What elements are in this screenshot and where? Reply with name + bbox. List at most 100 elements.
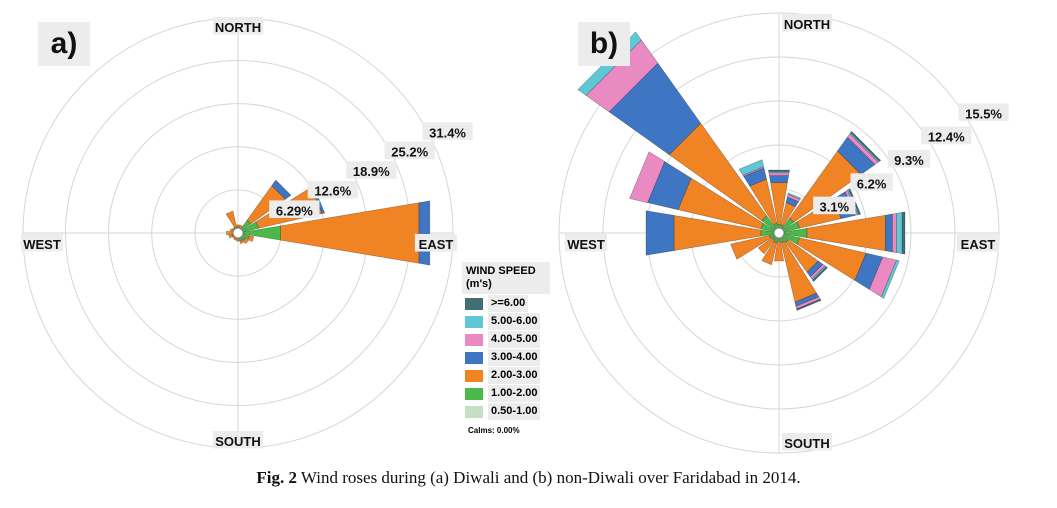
legend-item: 1.00-2.00 <box>462 385 562 402</box>
petal <box>629 151 780 234</box>
legend-item: >=6.00 <box>462 295 562 312</box>
direction-south-bg <box>781 432 833 451</box>
rose-center <box>773 227 785 239</box>
wind-rose-figure: 6.29%12.6%18.9%25.2%31.4% NORTH SOUTH EAST W… <box>20 12 1009 454</box>
petal-segment <box>730 234 771 260</box>
legend-item: 2.00-3.00 <box>462 367 562 384</box>
petal-segment <box>768 169 790 172</box>
ring-label: 9.3% <box>894 153 924 168</box>
direction-north: NORTH <box>784 17 830 32</box>
petal-segment <box>645 210 675 256</box>
legend-swatch <box>465 388 483 400</box>
petal <box>778 232 900 299</box>
legend-swatch <box>465 352 483 364</box>
petal-segment <box>242 237 250 245</box>
legend-swatch <box>465 370 483 382</box>
legend-label: 4.00-5.00 <box>488 331 541 348</box>
panel-b-label: b) <box>578 22 630 66</box>
ring-label-bg <box>307 180 359 199</box>
ring-label-bg <box>346 161 397 179</box>
figure-caption: Fig. 2 Wind roses during (a) Diwali and … <box>0 468 1057 488</box>
legend-item: 0.50-1.00 <box>462 403 562 420</box>
petal <box>778 232 822 311</box>
ring-label: 18.9% <box>353 164 390 179</box>
legend-items: >=6.00 5.00-6.00 4.00-5.00 3.00-4.00 2.00-3.… <box>462 295 562 420</box>
ring-label-bg <box>921 126 972 145</box>
petal-segment <box>225 210 237 229</box>
ring-label-bg <box>269 200 320 218</box>
petal-segment <box>885 213 893 253</box>
direction-east-bg <box>414 233 458 252</box>
direction-west: WEST <box>23 237 61 252</box>
wind-rose-panel: 3.1% 6.2% 9.3% 12.4%15.5% NORTH SOUTH EAST WEST <box>558 12 1009 454</box>
legend-calms: Calms: 0.00% <box>468 426 520 435</box>
ring-label: 12.4% <box>928 130 965 145</box>
petal-segment <box>629 151 666 204</box>
direction-west-bg <box>564 233 608 252</box>
ring-label-bg <box>887 150 931 168</box>
petal-segment <box>768 172 790 176</box>
ring-label-bg <box>422 122 473 140</box>
legend-swatch <box>465 334 483 346</box>
legend-label: 1.00-2.00 <box>488 385 541 402</box>
direction-south-bg <box>212 430 264 449</box>
ring-label: 6.29% <box>276 203 313 218</box>
direction-north: NORTH <box>215 20 261 35</box>
legend-item: 4.00-5.00 <box>462 331 562 348</box>
petal-segment <box>761 241 778 266</box>
petal-segment <box>812 266 828 282</box>
legend-swatch <box>465 298 483 310</box>
direction-north-bg <box>781 13 833 32</box>
petal-segment <box>247 235 255 243</box>
legend-swatch <box>465 406 483 418</box>
legend-label: 0.50-1.00 <box>488 403 541 420</box>
direction-south: SOUTH <box>215 434 261 449</box>
petal <box>645 210 780 256</box>
panel-a-label: a) <box>38 22 90 66</box>
wind-speed-legend: WIND SPEED (m's) >=6.00 5.00-6.00 4.00-5.0… <box>462 262 562 435</box>
legend-swatch <box>465 316 483 328</box>
legend-label: >=6.00 <box>488 295 529 312</box>
petal <box>768 169 790 234</box>
direction-west-bg <box>20 233 64 252</box>
direction-east-bg <box>956 233 1000 252</box>
direction-east: EAST <box>419 237 454 252</box>
petal-segment <box>796 298 822 311</box>
caption-prefix: Fig. 2 <box>256 468 297 487</box>
petal-segment <box>271 179 292 200</box>
petal-segment <box>850 130 882 162</box>
wind-rose-panel: 6.29%12.6%18.9%25.2%31.4% NORTH SOUTH EAST W… <box>20 16 473 449</box>
legend-label: 2.00-3.00 <box>488 367 541 384</box>
legend-item: 3.00-4.00 <box>462 349 562 366</box>
direction-south: SOUTH <box>784 436 830 451</box>
caption-text: Wind roses during (a) Diwali and (b) non… <box>300 468 801 487</box>
petal-segment <box>236 224 240 228</box>
petal-segment <box>757 237 775 255</box>
ring-label: 6.2% <box>857 176 887 191</box>
ring-label: 3.1% <box>819 200 849 215</box>
direction-north-bg <box>212 16 264 35</box>
petal-segment <box>236 238 240 242</box>
ring-label: 12.6% <box>314 184 351 199</box>
legend-item: 5.00-6.00 <box>462 313 562 330</box>
direction-east: EAST <box>961 237 996 252</box>
petal <box>778 211 906 255</box>
petal <box>738 159 780 234</box>
petal-segment <box>738 159 765 176</box>
ring-label-bg <box>958 103 1009 121</box>
petal-segment <box>769 175 789 183</box>
ring-label: 31.4% <box>429 125 466 140</box>
petal-segment <box>418 200 431 266</box>
ring-label-bg <box>813 196 856 215</box>
figure-area: 6.29% 12.6% 18.9% 25.2% 31.4% NORTH SOUTH EAST W… <box>20 12 1009 454</box>
legend-label: 3.00-4.00 <box>488 349 541 366</box>
ring-label-bg <box>850 173 893 191</box>
ring-label: 25.2% <box>391 145 428 160</box>
petal-segment <box>773 241 785 262</box>
legend-title: WIND SPEED (m's) <box>462 262 550 294</box>
rose-center <box>232 227 244 239</box>
petal-segment <box>239 239 245 245</box>
direction-west: WEST <box>567 237 605 252</box>
petal-segment <box>892 212 897 254</box>
petal-segment <box>880 259 900 299</box>
